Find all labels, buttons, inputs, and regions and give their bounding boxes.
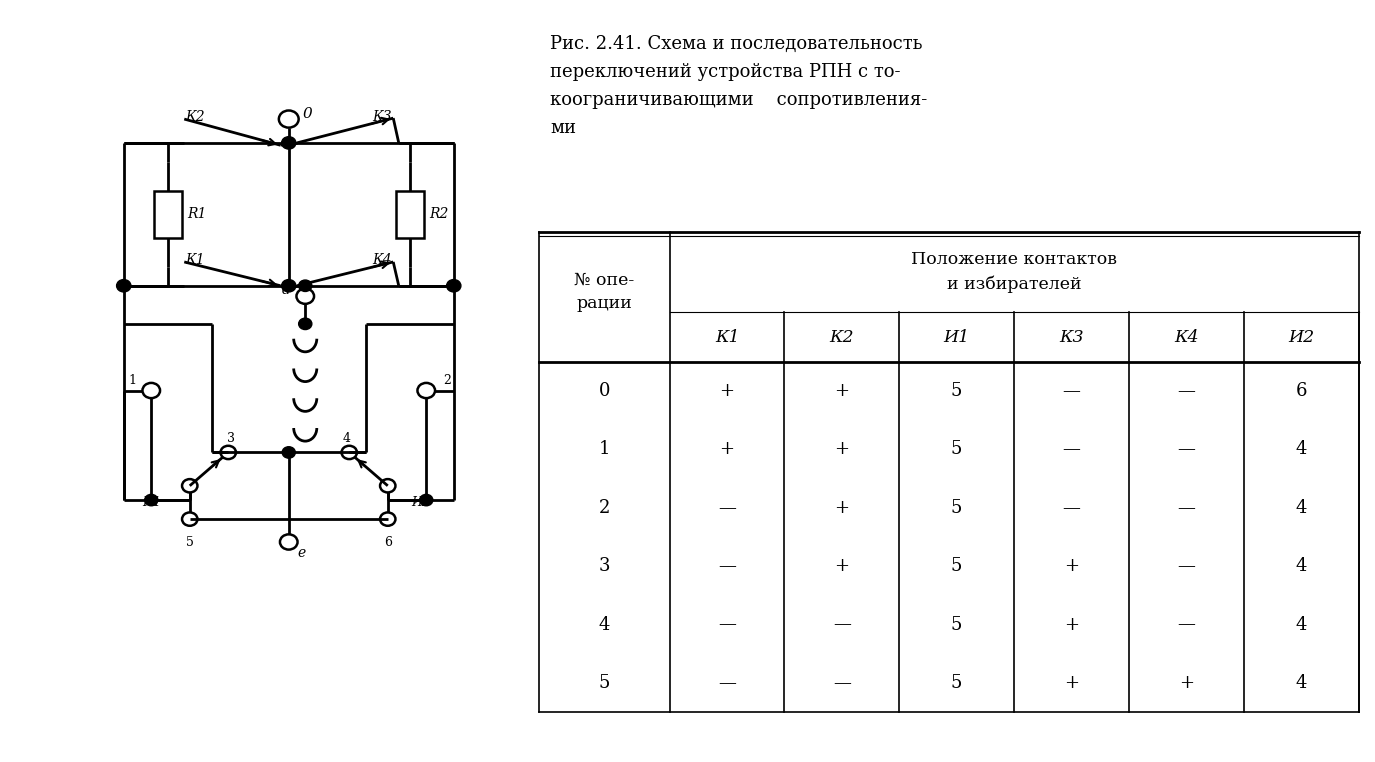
Text: 1: 1 — [128, 374, 136, 388]
Text: К3: К3 — [1059, 328, 1084, 345]
Text: +: + — [835, 499, 850, 517]
Circle shape — [282, 136, 296, 149]
Text: 5: 5 — [951, 383, 962, 400]
Text: —: — — [1177, 557, 1195, 575]
Text: коограничивающими    сопротивления-: коограничивающими сопротивления- — [550, 91, 927, 109]
Text: И2: И2 — [411, 496, 430, 509]
Text: —: — — [1063, 499, 1081, 517]
Text: 6: 6 — [1295, 383, 1306, 400]
Text: 5: 5 — [951, 616, 962, 633]
Text: —: — — [718, 557, 736, 575]
Circle shape — [298, 280, 312, 291]
Text: 4: 4 — [1295, 674, 1306, 692]
Text: 4: 4 — [1295, 499, 1306, 517]
Text: И1: И1 — [142, 496, 161, 509]
Text: ми: ми — [550, 119, 576, 137]
Text: —: — — [1063, 440, 1081, 459]
Text: № опе-
рации: № опе- рации — [575, 272, 634, 312]
Text: 3: 3 — [227, 431, 235, 445]
Text: 5: 5 — [951, 440, 962, 459]
Circle shape — [282, 447, 296, 458]
Circle shape — [298, 319, 312, 330]
Text: —: — — [1177, 440, 1195, 459]
Text: переключений устройства РПН с то-: переключений устройства РПН с то- — [550, 63, 901, 81]
Text: d: d — [282, 283, 290, 296]
Text: Рис. 2.41. Схема и последовательность: Рис. 2.41. Схема и последовательность — [550, 35, 923, 53]
Text: И2: И2 — [1288, 328, 1314, 345]
Text: К2: К2 — [186, 110, 205, 123]
Text: —: — — [833, 674, 851, 692]
Text: К1: К1 — [715, 328, 740, 345]
Text: —: — — [718, 674, 736, 692]
Text: К2: К2 — [829, 328, 854, 345]
Text: R1: R1 — [187, 207, 206, 221]
Text: К3: К3 — [373, 110, 392, 123]
Text: 5: 5 — [598, 674, 610, 692]
Text: 1: 1 — [598, 440, 610, 459]
Text: 4: 4 — [1295, 557, 1306, 575]
Text: R2: R2 — [429, 207, 448, 221]
Text: 5: 5 — [186, 536, 194, 549]
Text: +: + — [1178, 674, 1194, 692]
Text: +: + — [835, 383, 850, 400]
Text: +: + — [1064, 557, 1079, 575]
Circle shape — [144, 495, 158, 506]
Text: 2: 2 — [598, 499, 610, 517]
Circle shape — [419, 495, 433, 506]
Circle shape — [117, 280, 131, 292]
Text: 4: 4 — [342, 431, 351, 445]
Text: Положение контактов
и избирателей: Положение контактов и избирателей — [912, 251, 1116, 293]
Text: e: e — [297, 546, 305, 560]
Text: 0: 0 — [302, 107, 312, 121]
Text: —: — — [1177, 383, 1195, 400]
Text: 5: 5 — [951, 557, 962, 575]
Text: К1: К1 — [186, 252, 205, 267]
Text: 2: 2 — [443, 374, 451, 388]
Text: И1: И1 — [943, 328, 969, 345]
Text: 5: 5 — [951, 499, 962, 517]
Text: 3: 3 — [598, 557, 610, 575]
Text: —: — — [718, 499, 736, 517]
Text: —: — — [1177, 616, 1195, 633]
Circle shape — [282, 280, 296, 292]
Text: +: + — [719, 440, 734, 459]
Text: —: — — [833, 616, 851, 633]
Text: 4: 4 — [1295, 616, 1306, 633]
Text: —: — — [1177, 499, 1195, 517]
Text: —: — — [1063, 383, 1081, 400]
Text: +: + — [835, 440, 850, 459]
Text: 5: 5 — [951, 674, 962, 692]
Bar — [396, 190, 423, 238]
Text: 4: 4 — [598, 616, 610, 633]
Text: +: + — [1064, 674, 1079, 692]
Text: 0: 0 — [598, 383, 610, 400]
Text: 6: 6 — [384, 536, 392, 549]
Text: К4: К4 — [373, 252, 392, 267]
Text: 4: 4 — [1295, 440, 1306, 459]
Text: +: + — [719, 383, 734, 400]
Text: К4: К4 — [1174, 328, 1199, 345]
Text: +: + — [1064, 616, 1079, 633]
Bar — [154, 190, 182, 238]
Text: —: — — [718, 616, 736, 633]
Circle shape — [447, 280, 461, 292]
Text: +: + — [835, 557, 850, 575]
